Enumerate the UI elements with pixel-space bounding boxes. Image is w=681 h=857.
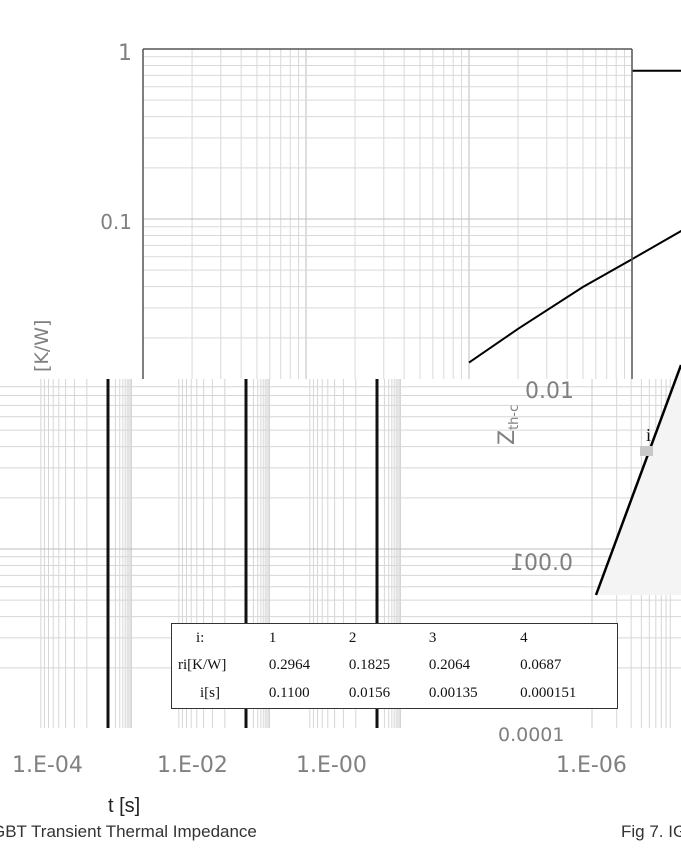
y-tick-label-0-1: 0.1 [100,210,132,234]
table-row: i[s] 0.1100 0.0156 0.00135 0.000151 [172,680,618,709]
series-line [468,69,681,364]
lower-tick-label-0-001: 0.001 [510,551,573,576]
mirrored-curve-fragment [594,364,681,596]
table-cell: 0.0687 [520,657,562,674]
y-axis-units: [K/W] [31,320,53,372]
table-cell: 2 [348,629,357,646]
table-cell: i: [196,629,205,646]
table-row: i: 1 2 3 4 [172,624,618,653]
figure-caption-left: GBT Transient Thermal Impedance [0,822,257,841]
y-axis-symbol: Zth-c [495,405,522,445]
table-cell: 0.2964 [268,657,311,674]
x-tick-label-1e-06: 1.E-06 [556,753,627,778]
index-marker: i [646,425,651,445]
x-tick-label-1e-04: 1.E-04 [12,753,83,778]
legend-mark [640,446,653,456]
table-cell: ri[K/W] [178,657,227,674]
grid-lower [0,379,681,728]
table-cell: 0.00135 [428,685,478,702]
table-cell: 1 [268,629,277,646]
table-cell: 0.0156 [348,685,391,702]
table-cell: 4 [520,629,528,646]
lower-tick-label-0-0001: 0.0001 [498,724,564,746]
y-tick-label-1: 1 [118,41,132,66]
figure-caption-right: Fig 7. IG [621,822,681,841]
x-tick-label-1e-00: 1.E-00 [296,753,367,778]
table-cell: 0.1825 [348,657,391,674]
plot-area-upper [143,49,632,379]
thermal-model-parameter-table: i: 1 2 3 4 ri[K/W] 0.2964 0.1825 0.2064 … [171,623,618,709]
table-cell: i[s] [200,685,220,702]
table-row: ri[K/W] 0.2964 0.1825 0.2064 0.0687 [172,652,618,680]
table-cell: 3 [428,629,437,646]
table-cell: 0.2064 [428,657,471,674]
lower-tick-label-0-01: 0.01 [525,379,574,404]
x-axis-title: t [s] [108,795,140,817]
table-cell: 0.000151 [520,685,577,702]
x-tick-label-1e-02: 1.E-02 [157,753,228,778]
grid-upper [143,49,632,380]
table-cell: 0.1100 [268,685,310,702]
